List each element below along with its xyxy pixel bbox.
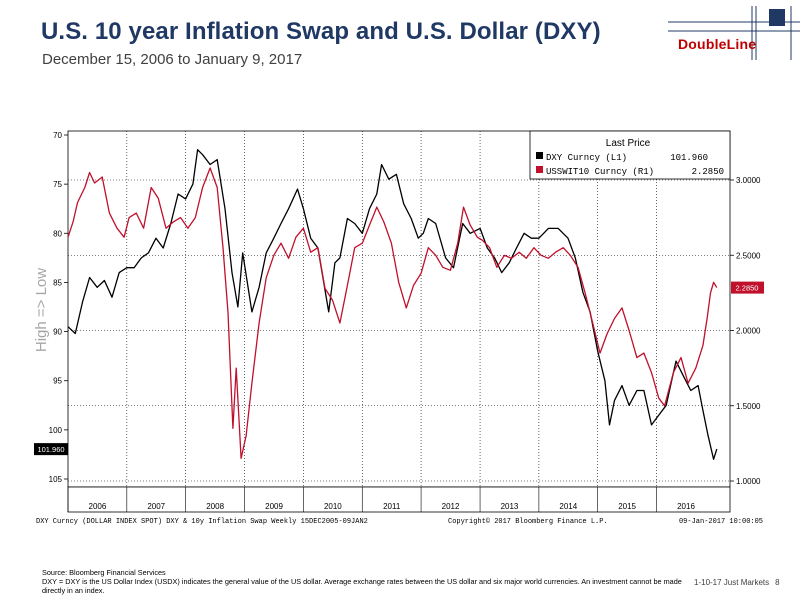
right-tick-label: 3.0000 xyxy=(736,176,761,185)
legend-label-swap: USSWIT10 Curncy (R1) xyxy=(546,167,654,177)
x-tick-label: 2011 xyxy=(383,502,401,511)
page-reference: 1-10-17 Just Markets 8 xyxy=(694,578,780,587)
left-tick-label: 70 xyxy=(53,131,62,140)
x-tick-label: 2010 xyxy=(324,502,342,511)
dxy-line xyxy=(67,149,718,460)
footer: Source: Bloomberg Financial Services DXY… xyxy=(42,568,702,596)
chart-caption-copyright: Copyright© 2017 Bloomberg Finance L.P. xyxy=(448,517,608,526)
swap-last-value-tag xyxy=(731,281,764,294)
x-tick-label: 2009 xyxy=(265,502,283,511)
plot-area xyxy=(67,130,731,488)
legend-value-dxy: 101.960 xyxy=(670,153,708,163)
doubleline-logo: DoubleLine xyxy=(678,36,757,52)
right-tick-label: 2.0000 xyxy=(736,327,761,336)
swap-last-value-label: 2.2850 xyxy=(736,284,759,293)
left-tick-label: 85 xyxy=(53,278,62,287)
page-title: U.S. 10 year Inflation Swap and U.S. Dol… xyxy=(41,18,601,45)
left-tick-label: 100 xyxy=(49,426,63,435)
chart-caption-left: DXY Curncy (DOLLAR INDEX SPOT) DXY & 10y… xyxy=(36,518,368,526)
right-tick-label: 2.5000 xyxy=(736,251,761,260)
x-tick-label: 2008 xyxy=(206,502,224,511)
x-tick-label: 2007 xyxy=(147,502,165,511)
x-tick-label: 2016 xyxy=(677,502,695,511)
page-number: 8 xyxy=(775,578,780,587)
x-tick-label: 2013 xyxy=(501,502,519,511)
dxy-last-value-tag xyxy=(34,443,68,456)
legend-box xyxy=(529,130,731,180)
left-tick-label: 75 xyxy=(53,180,62,189)
x-axis-band xyxy=(67,486,731,513)
footer-note: DXY = DXY is the US Dollar Index (USDX) … xyxy=(42,577,682,596)
logo-frame xyxy=(668,6,800,60)
page-subtitle: December 15, 2006 to January 9, 2017 xyxy=(42,51,303,68)
x-tick-label: 2006 xyxy=(89,502,107,511)
footer-source: Source: Bloomberg Financial Services xyxy=(42,568,166,577)
x-tick-label: 2012 xyxy=(442,502,460,511)
left-tick-label: 80 xyxy=(53,229,62,238)
inflation-swap-line xyxy=(67,167,718,460)
left-tick-label: 105 xyxy=(49,475,63,484)
legend-swatch-dxy xyxy=(536,152,543,159)
left-tick-label: 95 xyxy=(53,377,62,386)
right-tick-label: 1.5000 xyxy=(736,402,761,411)
x-tick-label: 2015 xyxy=(618,502,636,511)
chart-caption-date: 09-Jan-2017 10:00:05 xyxy=(679,518,763,526)
left-tick-label: 90 xyxy=(53,328,62,337)
dxy-last-value-label: 101.960 xyxy=(37,445,64,454)
legend: Last Price DXY Curncy (L1) 101.960 USSWI… xyxy=(529,130,731,180)
right-tick-label: 1.0000 xyxy=(736,477,761,486)
legend-label-dxy: DXY Curncy (L1) xyxy=(546,153,627,163)
page-ref-label: 1-10-17 Just Markets xyxy=(694,578,770,587)
legend-title: Last Price xyxy=(606,138,651,149)
x-tick-label: 2014 xyxy=(559,502,577,511)
left-axis-label: High => Low xyxy=(33,268,50,352)
legend-value-swap: 2.2850 xyxy=(692,167,724,177)
legend-swatch-swap xyxy=(536,166,543,173)
